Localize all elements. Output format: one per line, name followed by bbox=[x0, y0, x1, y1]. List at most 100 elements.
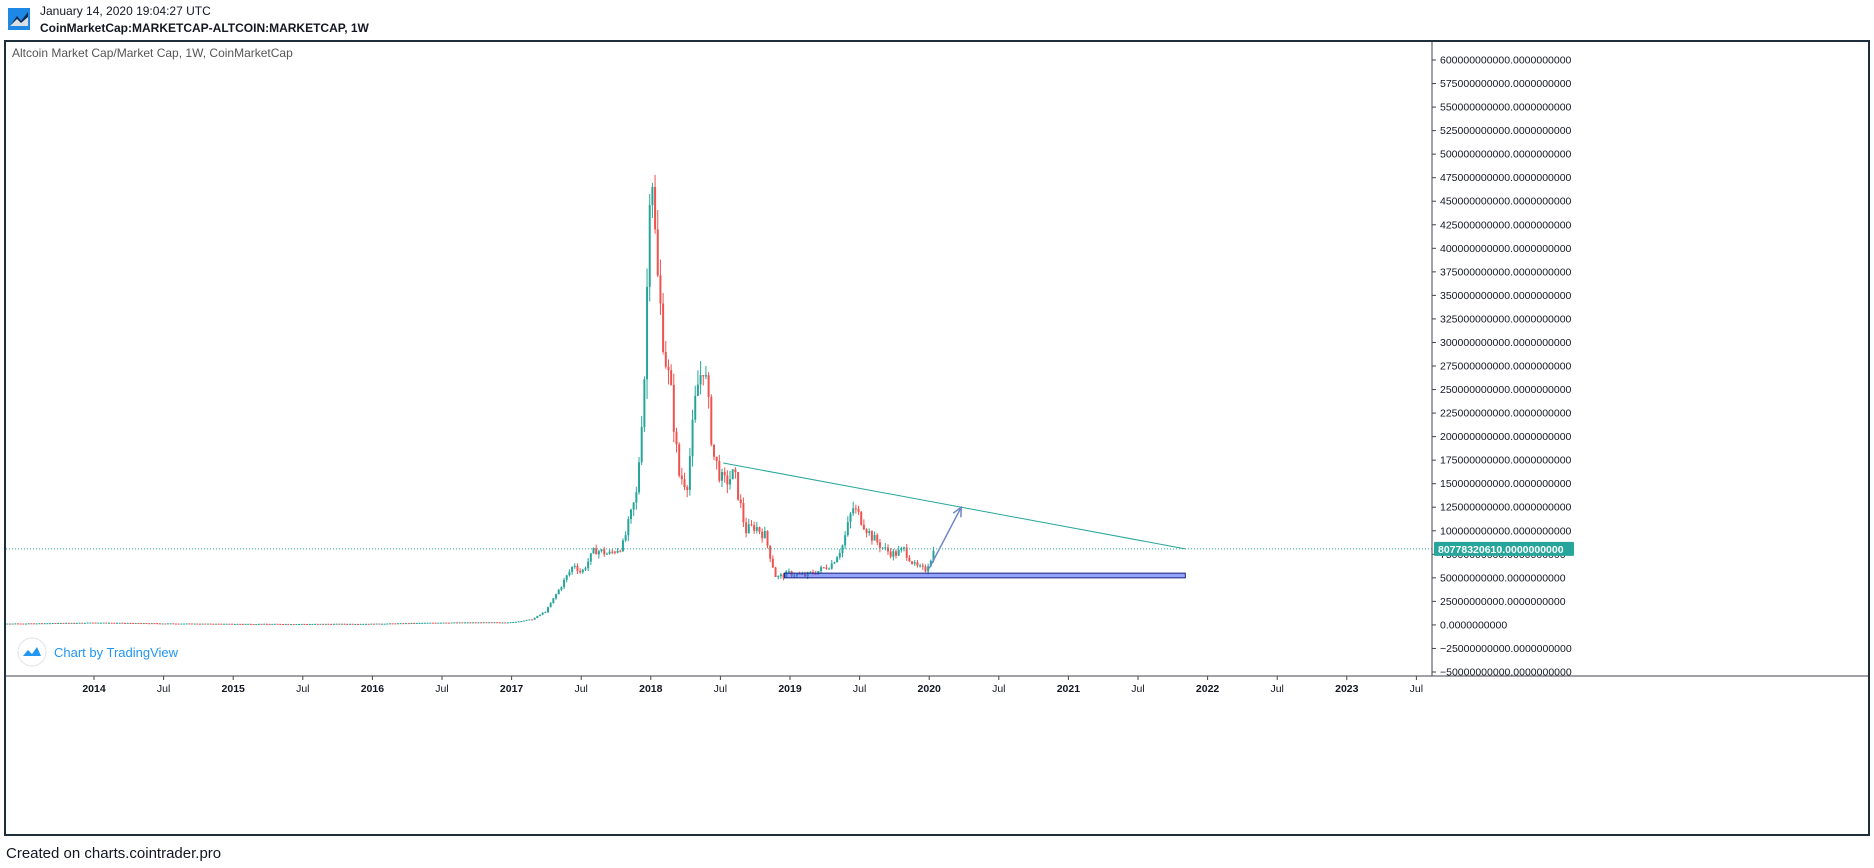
candle-body bbox=[418, 622, 421, 624]
candle bbox=[142, 622, 145, 625]
candle-body bbox=[356, 623, 359, 625]
candle bbox=[174, 623, 177, 625]
price-tick-label: 300000000000.0000000000 bbox=[1440, 337, 1572, 349]
candle-body bbox=[156, 623, 159, 625]
price-tick-label: 350000000000.0000000000 bbox=[1440, 290, 1572, 302]
time-axis: 2014 Jul 2015 Jul 2016 Jul 2017 Jul 2018 Jul 2019 J… bbox=[6, 675, 1868, 695]
candle-body bbox=[616, 550, 619, 553]
candle-body bbox=[340, 623, 343, 625]
candle bbox=[830, 559, 833, 570]
candle bbox=[121, 622, 124, 624]
candle-body bbox=[474, 622, 477, 624]
candle-body bbox=[271, 623, 274, 625]
candle bbox=[255, 623, 258, 626]
time-tick-label: 2021 bbox=[1057, 683, 1081, 695]
candle-body bbox=[177, 623, 180, 625]
candle-body bbox=[16, 623, 19, 625]
time-tick-label: Jul bbox=[1410, 683, 1423, 695]
candle bbox=[737, 471, 740, 501]
candle-body bbox=[506, 622, 509, 624]
candle bbox=[78, 622, 81, 624]
candle-body bbox=[613, 551, 616, 553]
drawings bbox=[723, 462, 1186, 579]
candle-body bbox=[199, 623, 202, 625]
candle bbox=[295, 623, 298, 625]
price-tick-label: 450000000000.0000000000 bbox=[1440, 196, 1572, 208]
candle-body bbox=[782, 574, 785, 578]
candle-body bbox=[696, 384, 699, 396]
candle bbox=[362, 623, 365, 625]
candle bbox=[97, 622, 100, 624]
candle bbox=[576, 563, 579, 574]
candle-body bbox=[643, 379, 646, 428]
candle bbox=[466, 622, 469, 624]
time-tick-label: Jul bbox=[1270, 683, 1283, 695]
candle-body bbox=[787, 571, 790, 573]
candle bbox=[587, 558, 590, 572]
candle-body bbox=[354, 623, 357, 625]
candle bbox=[777, 575, 780, 580]
candle bbox=[563, 577, 566, 590]
resistance-trendline[interactable] bbox=[723, 462, 1186, 550]
candle-body bbox=[830, 563, 833, 569]
candle-body bbox=[107, 622, 110, 624]
candle-body bbox=[129, 622, 132, 624]
candle bbox=[680, 467, 683, 485]
candle-body bbox=[110, 622, 113, 624]
candle-body bbox=[755, 527, 758, 531]
candle bbox=[426, 622, 429, 624]
candle bbox=[268, 623, 271, 625]
candle-body bbox=[686, 487, 689, 490]
candle bbox=[774, 566, 777, 578]
candle bbox=[758, 526, 761, 535]
candle bbox=[319, 623, 322, 625]
candle-body bbox=[777, 576, 780, 578]
candle bbox=[715, 456, 718, 470]
price-tick-label: 100000000000.0000000000 bbox=[1440, 525, 1572, 537]
candle-body bbox=[886, 547, 889, 552]
chart-canvas[interactable]: 600000000000.0000000000 575000000000.0000… bbox=[6, 42, 1868, 834]
candle-body bbox=[300, 623, 303, 625]
candle bbox=[397, 623, 400, 625]
candle bbox=[472, 622, 475, 624]
candle bbox=[158, 623, 161, 625]
candle-body bbox=[134, 622, 137, 624]
candle bbox=[469, 622, 472, 624]
candle-body bbox=[46, 623, 49, 625]
candle bbox=[761, 528, 764, 543]
candle bbox=[209, 623, 212, 625]
candle bbox=[536, 615, 539, 618]
candle bbox=[908, 555, 911, 562]
time-tick-label: 2014 bbox=[82, 683, 106, 695]
candle-body bbox=[597, 551, 600, 555]
candle bbox=[544, 611, 547, 614]
candle bbox=[279, 623, 282, 625]
candle-body bbox=[437, 622, 440, 624]
tradingview-watermark[interactable]: Chart by TradingView bbox=[17, 637, 179, 667]
candle-body bbox=[54, 623, 57, 625]
candle bbox=[217, 623, 220, 625]
price-tick-label: 175000000000.0000000000 bbox=[1440, 455, 1572, 467]
candle bbox=[204, 623, 207, 625]
candle bbox=[290, 624, 293, 626]
candle bbox=[659, 259, 662, 315]
candle-body bbox=[255, 624, 258, 626]
time-tick-label: Jul bbox=[574, 683, 587, 695]
projection-arrow[interactable] bbox=[928, 506, 962, 569]
candle bbox=[54, 622, 57, 625]
candle bbox=[450, 622, 453, 624]
candle bbox=[648, 193, 651, 302]
support-zone-rect[interactable] bbox=[783, 572, 1186, 579]
candle bbox=[712, 444, 715, 461]
candle-body bbox=[480, 622, 483, 624]
candle-body bbox=[62, 622, 65, 624]
candle bbox=[399, 623, 402, 625]
candle-body bbox=[833, 562, 836, 564]
candle bbox=[753, 521, 756, 534]
candle-body bbox=[646, 286, 649, 380]
candle bbox=[547, 606, 550, 614]
candle-body bbox=[525, 619, 528, 621]
candle bbox=[265, 623, 268, 625]
candle-body bbox=[825, 567, 828, 569]
candle bbox=[407, 623, 410, 625]
